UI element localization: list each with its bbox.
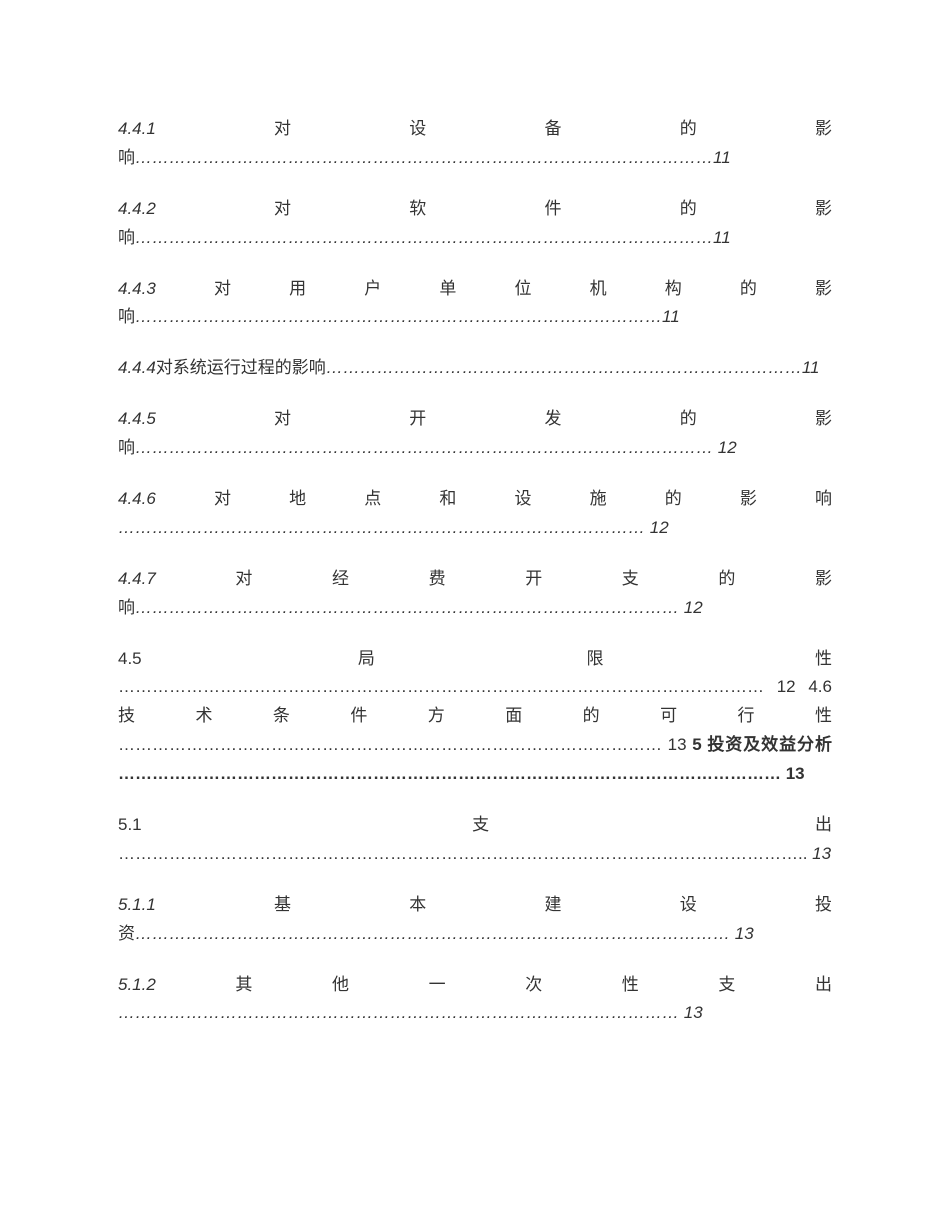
toc-prefix: 4.4.4 — [118, 358, 156, 377]
toc-entry: 4.4.1对设备的影响……………………………………………………………………………… — [118, 115, 832, 173]
toc-dots: ………………………………………………………………………………… — [118, 518, 650, 537]
toc-prefix: 4.4.5 — [118, 409, 156, 428]
toc-page: 12 — [718, 438, 737, 457]
toc-dots: …………………………………………………………………………………………… — [135, 924, 735, 943]
toc-dots: ……………………………………………………………………………………… — [118, 1003, 684, 1022]
toc-text: 其他一次性支出 — [156, 975, 832, 994]
toc-dots: …………………………………………………………………………………………………………… — [118, 844, 812, 863]
toc-page: 13 — [735, 924, 754, 943]
toc-page: 13 — [684, 1003, 703, 1022]
toc-prefix: 5.1.2 — [118, 975, 156, 994]
toc-page: 12 — [650, 518, 669, 537]
toc-prefix: 4.4.1 — [118, 119, 156, 138]
toc-entry: 4.4.7对经费开支的影响………………………………………………………………………… — [118, 565, 832, 623]
toc-entry: 5.1.1基本建设投资……………………………………………………………………………… — [118, 891, 832, 949]
toc-page: 11 — [802, 358, 820, 377]
toc-entry: 4.4.4对系统运行过程的影响…………………………………………………………………… — [118, 354, 832, 383]
toc-page: 12 — [684, 598, 703, 617]
toc-prefix: 4.4.3 — [118, 279, 156, 298]
toc-dots: ………………………………………………………………………………… — [135, 307, 662, 326]
toc-prefix: 5.1 — [118, 815, 142, 834]
toc-page: 11 — [713, 148, 731, 167]
toc-text: 对地点和设施的影响 — [156, 489, 832, 508]
toc-page: 13 — [812, 844, 831, 863]
toc-dots: ………………………………………………………………………… — [326, 358, 802, 377]
toc-text: 支出 — [142, 815, 832, 834]
toc-entry: 5.1.2其他一次性支出 ………………………………………………………………………… — [118, 971, 832, 1029]
toc-prefix: 4.4.2 — [118, 199, 156, 218]
toc-page: 11 — [662, 307, 680, 326]
toc-prefix: 4.4.7 — [118, 569, 156, 588]
toc-text: 对系统运行过程的影响 — [156, 358, 326, 377]
toc-entry: 4.4.6对地点和设施的影响 …………………………………………………………………… — [118, 485, 832, 543]
toc-dots: ………………………………………………………………………………………… — [135, 438, 718, 457]
toc-entry: 4.4.2对软件的影响……………………………………………………………………………… — [118, 195, 832, 253]
toc-entry: 5.1 支出 ………………………………………………………………………………………… — [118, 811, 832, 869]
toc-dots: ………………………………………………………………………………………… — [135, 148, 713, 167]
toc-entry: 4.4.5对开发的影响……………………………………………………………………………… — [118, 405, 832, 463]
toc-dots: ………………………………………………………………………………………… — [135, 228, 713, 247]
toc-prefix: 5.1.1 — [118, 895, 156, 914]
toc-page: 11 — [713, 228, 731, 247]
toc-dots: …………………………………………………………………………………… — [135, 598, 684, 617]
toc-prefix: 4.4.6 — [118, 489, 156, 508]
toc-entry: 4.4.3对用户单位机构的影响…………………………………………………………………… — [118, 275, 832, 333]
toc-combined: 4.5 局限性 ……………………………………………………………………………………… — [118, 645, 832, 789]
